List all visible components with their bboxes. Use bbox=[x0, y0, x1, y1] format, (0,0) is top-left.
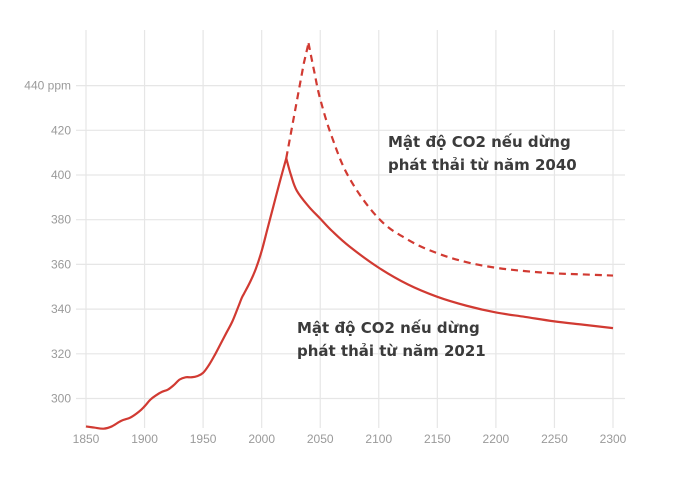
annotation-2021-line1: Mật độ CO2 nếu dừng bbox=[297, 318, 480, 337]
x-tick-label: 1850 bbox=[73, 432, 100, 446]
y-tick-label: 320 bbox=[51, 347, 71, 361]
x-tick-label: 1950 bbox=[190, 432, 217, 446]
y-tick-label: 380 bbox=[51, 213, 71, 227]
x-tick-label: 2200 bbox=[483, 432, 510, 446]
x-tick-label: 2100 bbox=[365, 432, 392, 446]
x-tick-label: 2000 bbox=[248, 432, 275, 446]
x-tick-label: 2050 bbox=[307, 432, 334, 446]
y-tick-label: 440 ppm bbox=[24, 79, 71, 93]
series-line-2021 bbox=[85, 157, 614, 430]
y-tick-label: 360 bbox=[51, 257, 71, 271]
annotations: Mật độ CO2 nếu dừng phát thải từ năm 204… bbox=[297, 132, 577, 360]
tick-labels: 1850 1900 1950 2000 2050 2100 2150 2200 2250 2300… bbox=[24, 79, 626, 446]
x-tick-label: 2300 bbox=[600, 432, 627, 446]
series-lines bbox=[85, 42, 614, 430]
annotation-2040-line2: phát thải từ năm 2040 bbox=[388, 156, 577, 174]
y-tick-label: 400 bbox=[51, 168, 71, 182]
x-tick-label: 2250 bbox=[541, 432, 568, 446]
series-line-2040 bbox=[285, 42, 614, 277]
annotation-2040: Mật độ CO2 nếu dừng phát thải từ năm 204… bbox=[388, 132, 577, 174]
annotation-2021-line2: phát thải từ năm 2021 bbox=[297, 342, 486, 360]
y-tick-label: 300 bbox=[51, 392, 71, 406]
y-tick-label: 420 bbox=[51, 123, 71, 137]
x-tick-label: 2150 bbox=[424, 432, 451, 446]
y-tick-label: 340 bbox=[51, 302, 71, 316]
x-tick-label: 1900 bbox=[131, 432, 158, 446]
gridlines bbox=[76, 30, 625, 428]
annotation-2040-line1: Mật độ CO2 nếu dừng bbox=[388, 132, 571, 151]
annotation-2021: Mật độ CO2 nếu dừng phát thải từ năm 202… bbox=[297, 318, 486, 360]
